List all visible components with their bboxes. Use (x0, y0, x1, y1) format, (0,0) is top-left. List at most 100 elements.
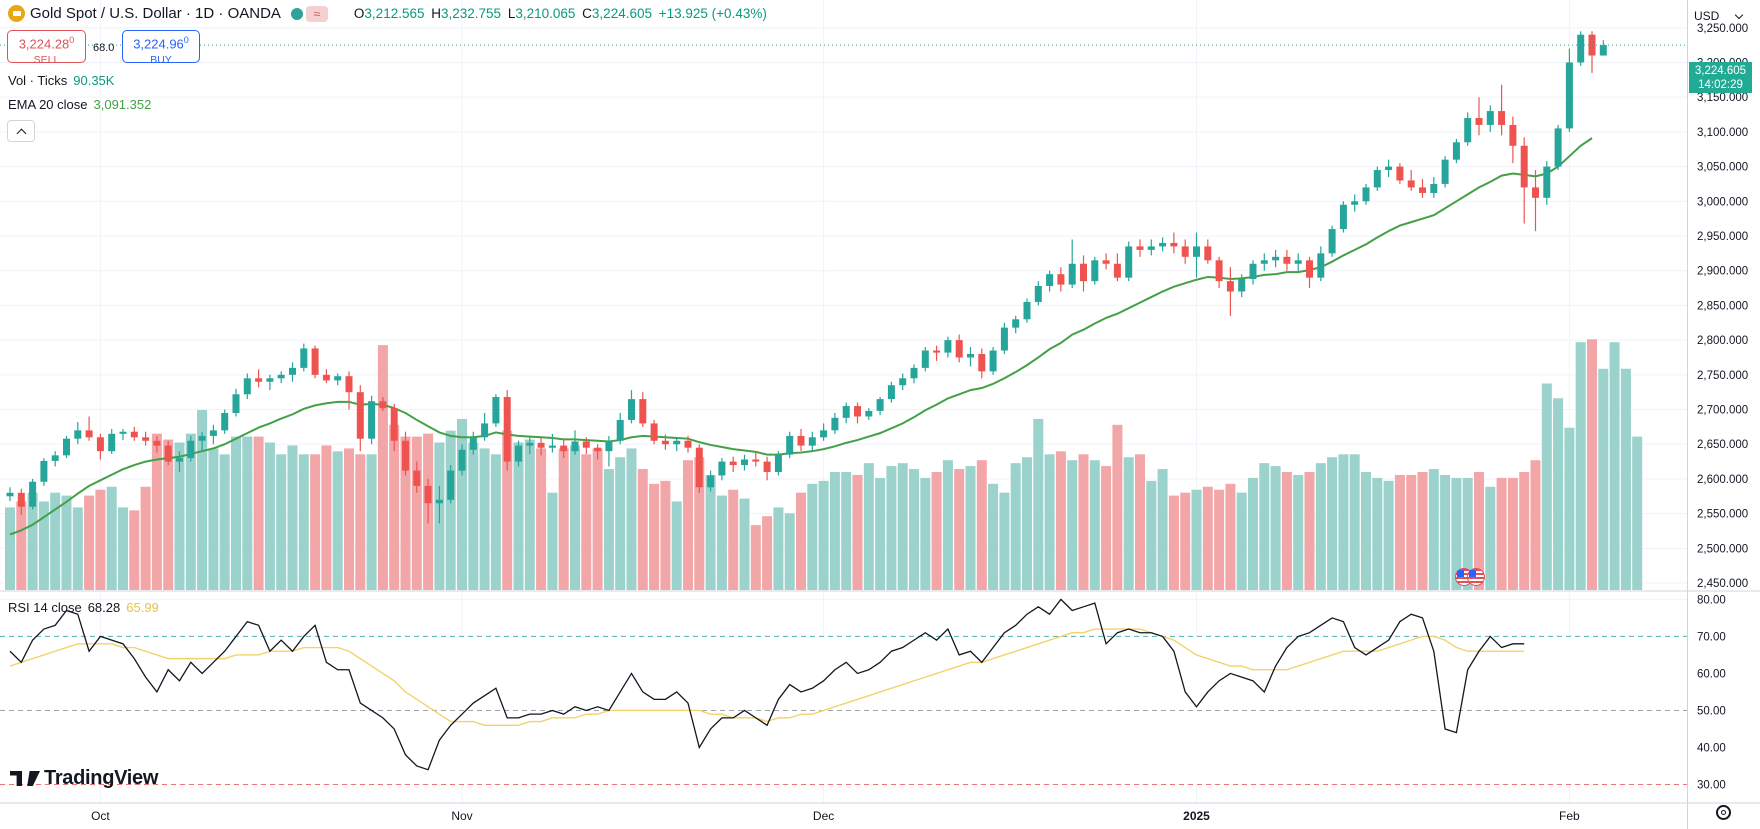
candle-body (63, 438, 70, 456)
currency-selector[interactable]: USD (1688, 5, 1750, 27)
candle-body (492, 397, 500, 424)
candle-body (6, 492, 14, 497)
candle-body (887, 385, 895, 400)
gear-icon[interactable] (1716, 805, 1731, 820)
volume-bar (773, 507, 784, 590)
rsi-label: RSI 14 close (8, 600, 82, 615)
candle-body (967, 354, 974, 358)
ema-legend[interactable]: EMA 20 close 3,091.352 (8, 97, 151, 112)
volume-bar (1101, 466, 1112, 590)
candle-body (1532, 187, 1539, 198)
candle-body (232, 394, 240, 413)
price-tick-label: 3,150.000 (1697, 92, 1748, 104)
candle-body (729, 461, 737, 466)
candle-body (537, 442, 545, 448)
price-tick-label: 3,000.000 (1697, 196, 1748, 208)
candle-body (820, 430, 828, 438)
candle-body (763, 461, 771, 472)
collapse-legend-button[interactable] (7, 120, 35, 142)
candle-body (1362, 187, 1370, 202)
market-open-icon (290, 7, 303, 20)
volume-bar (1372, 477, 1383, 590)
close-value: 3,224.605 (591, 6, 652, 21)
candle-body (582, 441, 590, 448)
volume-bar (750, 525, 761, 590)
candle-body (1136, 246, 1144, 250)
candle-body (1283, 256, 1291, 264)
volume-legend[interactable]: Vol · Ticks 90.35K (8, 73, 114, 88)
candle-body (1373, 170, 1381, 188)
volume-bar (1315, 463, 1326, 590)
sell-price: 3,224.28 (18, 36, 70, 52)
candle-body (865, 410, 873, 417)
price-tick-label: 2,950.000 (1697, 231, 1748, 243)
candle-body (119, 431, 127, 434)
symbol-header[interactable]: Gold Spot / U.S. Dollar · 1D · OANDA ≈ O… (8, 5, 770, 22)
volume-bar (1564, 427, 1575, 590)
time-tick-label: Feb (1559, 809, 1580, 823)
volume-bar (570, 445, 580, 590)
buy-button[interactable]: 3,224.960 BUY (122, 30, 200, 66)
symbol-title[interactable]: Gold Spot / U.S. Dollar · 1D · OANDA (30, 5, 281, 22)
volume-bar (276, 454, 287, 590)
volume-bar (999, 492, 1010, 590)
candle-body (515, 445, 522, 462)
volume-bar (129, 510, 140, 590)
candle-body (153, 440, 161, 446)
candle-body (322, 374, 330, 381)
tradingview-logo[interactable]: TradingView (10, 767, 158, 790)
candle-body (1419, 187, 1426, 193)
last-price: 3,224.605 (1694, 65, 1747, 77)
candle-body (989, 350, 997, 372)
volume-bar (931, 472, 942, 590)
volume-bar (1033, 418, 1044, 590)
candle-body (164, 445, 172, 462)
volume-bar (1248, 477, 1258, 590)
candle-body (266, 378, 274, 382)
candle-body (1498, 111, 1506, 125)
rsi-tick-label: 30.00 (1697, 779, 1726, 791)
volume-bar (863, 463, 874, 590)
candle-body (1215, 260, 1223, 282)
ema-label: EMA 20 close (8, 97, 88, 112)
candle-body (413, 470, 421, 486)
candle-body (40, 460, 48, 482)
volume-bar (1383, 480, 1394, 590)
candle-body (1068, 263, 1076, 285)
candle-body (1599, 45, 1607, 56)
volume-bar (344, 448, 354, 590)
volume-bar (852, 474, 863, 590)
rsi-legend[interactable]: RSI 14 close 68.28 65.99 (8, 600, 159, 615)
candle-body (368, 401, 376, 439)
logo-text: TradingView (44, 767, 159, 789)
volume-bar (1394, 474, 1405, 590)
us-flag-icon-2[interactable] (1467, 568, 1485, 586)
volume-bar (174, 442, 185, 590)
price-tick-label: 2,450.000 (1697, 578, 1748, 590)
candle-body (673, 440, 681, 445)
sell-button[interactable]: 3,224.280 SELL (7, 30, 86, 66)
candle-body (594, 447, 602, 452)
candle-body (526, 442, 534, 446)
candle-body (797, 435, 805, 446)
candle-body (1396, 166, 1404, 181)
candle-body (1294, 260, 1302, 264)
candle-body (85, 430, 93, 438)
volume-bar (1202, 486, 1213, 590)
volume-bar (1259, 463, 1270, 590)
volume-bar (1587, 339, 1597, 590)
candle-body (695, 447, 703, 488)
time-tick-label: 2025 (1183, 809, 1210, 823)
rsi-tick-label: 70.00 (1697, 631, 1726, 643)
candle-body (1554, 128, 1562, 167)
candle-body (458, 449, 466, 471)
candle-body (1226, 281, 1234, 292)
rsi-tick-label: 60.00 (1697, 668, 1726, 680)
volume-bar (5, 507, 15, 590)
candle-body (1441, 159, 1449, 184)
volume-bar (649, 483, 660, 590)
rsi-tick-label: 50.00 (1697, 705, 1726, 717)
volume-bar (818, 480, 829, 590)
candle-body (1452, 142, 1460, 160)
